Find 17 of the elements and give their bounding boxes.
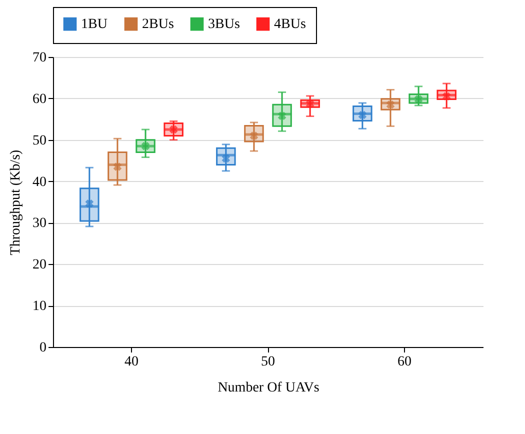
y-tick-label: 30 <box>32 216 46 232</box>
y-tick-label: 50 <box>32 133 46 148</box>
y-axis-title: Throughput (Kb/s) <box>8 149 24 256</box>
y-tick-label: 60 <box>32 92 46 107</box>
x-tick-label: 40 <box>124 354 138 370</box>
legend-label: 2BUs <box>142 17 174 32</box>
y-tick-label: 40 <box>32 174 46 190</box>
x-tick-label: 50 <box>261 354 275 370</box>
x-tick-label: 60 <box>398 354 412 370</box>
y-tick-label: 10 <box>32 299 46 314</box>
x-axis-title: Number Of UAVs <box>218 380 320 396</box>
y-tick-label: 70 <box>32 50 46 66</box>
legend-label: 4BUs <box>274 17 306 32</box>
y-tick-label: 20 <box>32 258 46 273</box>
y-tick-label: 0 <box>40 340 46 356</box>
legend-label: 1BU <box>81 17 108 32</box>
legend-label: 3BUs <box>208 17 240 32</box>
